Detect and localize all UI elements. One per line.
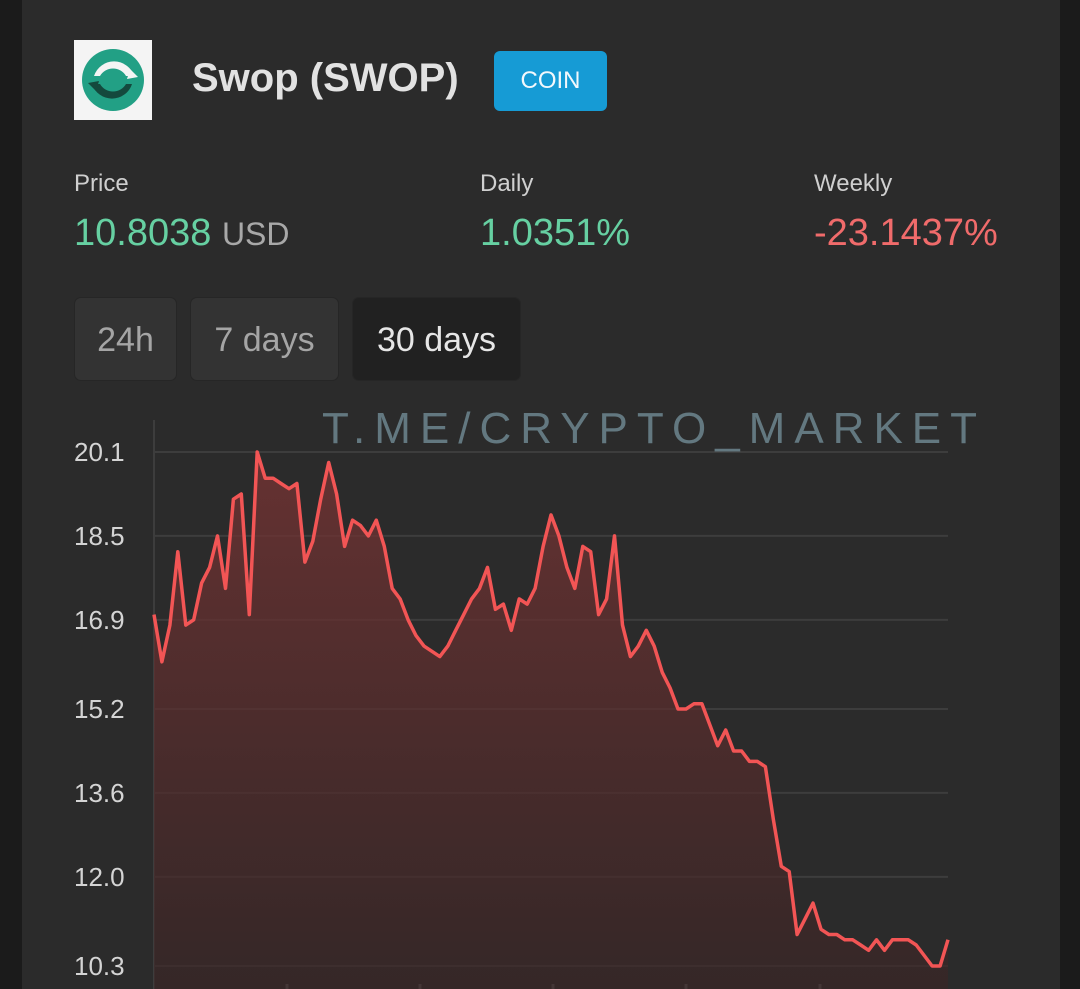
coin-title: Swop (SWOP) [192,56,459,100]
y-tick-label: 18.5 [74,521,125,551]
coin-type-badge: COIN [494,51,607,111]
daily-change-value: 1.0351% [480,212,631,254]
tab-30-days[interactable]: 30 days [352,297,521,381]
tab-7-days[interactable]: 7 days [190,297,339,381]
swop-logo-icon [74,40,152,120]
y-tick-label: 16.9 [74,605,125,635]
price-value: 10.8038 USD [74,212,290,255]
y-tick-label: 12.0 [74,862,125,892]
price-label: Price [74,170,129,197]
y-tick-label: 15.2 [74,694,125,724]
price-line [152,450,950,968]
price-unit: USD [221,216,290,252]
y-tick-label: 20.1 [74,437,125,467]
y-tick-label: 10.3 [74,951,125,981]
price-area-fill [154,452,948,989]
daily-label: Daily [480,170,534,197]
weekly-change-value: -23.1437% [814,212,998,254]
tab-24h[interactable]: 24h [74,297,177,381]
y-tick-label: 13.6 [74,778,125,808]
watermark-text: T.ME/CRYPTO_MARKET [322,404,987,453]
weekly-label: Weekly [814,170,893,197]
price-amount: 10.8038 [74,212,212,254]
